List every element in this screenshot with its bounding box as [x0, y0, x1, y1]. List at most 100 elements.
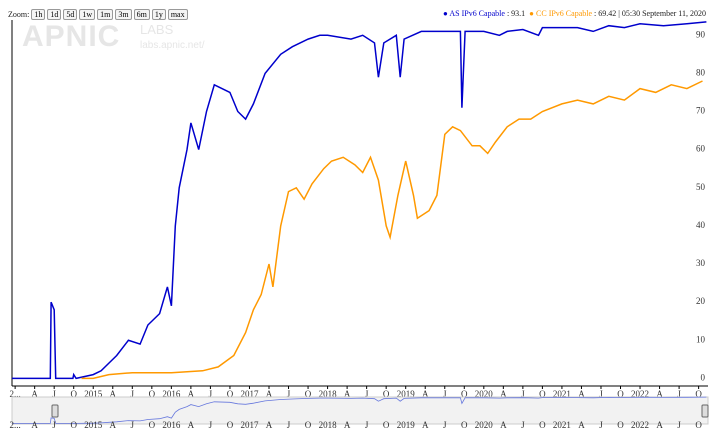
x-tick-label: O — [383, 389, 390, 399]
range-tick-label: 2019 — [397, 420, 416, 430]
range-tick-label: A — [344, 420, 351, 430]
x-tick-label: J — [677, 389, 681, 399]
y-tick-label: 50 — [696, 182, 706, 192]
y-tick-label: 90 — [696, 29, 706, 39]
range-tick-label: A — [578, 420, 585, 430]
x-tick-label: A — [656, 389, 663, 399]
range-tick-label: O — [461, 420, 468, 430]
x-tick-label: J — [365, 389, 369, 399]
y-tick-label: 80 — [696, 67, 706, 77]
zoom-bar: Zoom: 1h 1d 5d 1w 1m 3m 6m 1y max — [8, 9, 188, 20]
range-tick-label: J — [677, 420, 681, 430]
watermark-logo: APNIC — [22, 20, 121, 53]
x-tick-label: O — [617, 389, 624, 399]
x-tick-label: A — [110, 389, 117, 399]
range-tick-label: J — [599, 420, 603, 430]
zoom-button[interactable]: 1d — [47, 9, 62, 20]
y-tick-label: 0 — [701, 372, 706, 382]
legend-value: : 93.1 — [506, 9, 526, 18]
range-tick-label: O — [695, 420, 702, 430]
range-tick-label: O — [70, 420, 77, 430]
range-tick-label: 2015 — [84, 420, 103, 430]
range-line — [12, 396, 707, 424]
x-tick-label: A — [578, 389, 585, 399]
range-tick-label: A — [266, 420, 273, 430]
zoom-button[interactable]: 1w — [79, 9, 96, 20]
range-tick-label: A — [422, 420, 429, 430]
range-tick-label: A — [188, 420, 195, 430]
range-tick-label: J — [365, 420, 369, 430]
range-handle[interactable] — [51, 404, 59, 418]
x-tick-label: O — [70, 389, 77, 399]
x-tick-label: J — [599, 389, 603, 399]
legend-dot: ● — [442, 9, 448, 18]
x-tick-label: 2021 — [553, 389, 571, 399]
range-tick-label: A — [500, 420, 507, 430]
zoom-button[interactable]: 1h — [31, 9, 46, 20]
range-tick-label: O — [383, 420, 390, 430]
range-tick-label: O — [539, 420, 546, 430]
range-tick-label: A — [31, 420, 38, 430]
range-tick-label: O — [305, 420, 312, 430]
watermark-labs: LABS — [140, 22, 174, 37]
x-tick-label: O — [149, 389, 156, 399]
legend-dot: ● — [529, 9, 535, 18]
x-tick-label: A — [500, 389, 507, 399]
watermark-url: labs.apnic.net/ — [140, 40, 205, 51]
x-tick-label: J — [209, 389, 213, 399]
y-tick-label: 70 — [696, 106, 706, 116]
x-tick-label: 2... — [9, 389, 20, 399]
x-tick-label: O — [227, 389, 234, 399]
x-tick-label: A — [31, 389, 38, 399]
series-line — [81, 80, 703, 380]
zoom-button[interactable]: 1m — [97, 9, 114, 20]
legend-value: : 69.42 — [594, 9, 617, 18]
range-tick-label: A — [656, 420, 663, 430]
series-line — [12, 21, 707, 380]
x-tick-label: A — [188, 389, 195, 399]
range-tick-label: 2020 — [475, 420, 494, 430]
x-tick-label: 2017 — [240, 389, 259, 399]
zoom-button[interactable]: max — [167, 9, 188, 20]
range-selector — [11, 396, 709, 425]
legend-name: CC IPv6 Capable — [536, 9, 593, 18]
range-tick-label: O — [149, 420, 156, 430]
range-tick-label: J — [521, 420, 525, 430]
x-tick-label: 2022 — [631, 389, 649, 399]
zoom-button[interactable]: 6m — [133, 9, 150, 20]
x-tick-label: 2016 — [162, 389, 181, 399]
x-tick-label: J — [521, 389, 525, 399]
range-tick-label: O — [227, 420, 234, 430]
x-tick-label: A — [422, 389, 429, 399]
range-tick-label: A — [110, 420, 117, 430]
x-tick-label: A — [266, 389, 273, 399]
x-tick-label: J — [287, 389, 291, 399]
y-tick-label: 60 — [696, 144, 706, 154]
range-tick-label: J — [52, 420, 56, 430]
range-tick-label: O — [617, 420, 624, 430]
timestamp: | 05:30 September 11, 2020 — [618, 9, 706, 18]
zoom-button[interactable]: 5d — [63, 9, 78, 20]
zoom-button[interactable]: 3m — [115, 9, 132, 20]
range-handle[interactable] — [701, 404, 709, 418]
legend: ● AS IPv6 Capable : 93.1 ● CC IPv6 Capab… — [443, 9, 706, 18]
range-tick-label: 2021 — [553, 420, 571, 430]
range-tick-label: 2018 — [319, 420, 338, 430]
zoom-label: Zoom: — [8, 10, 30, 19]
x-tick-label: O — [695, 389, 702, 399]
x-tick-label: 2015 — [84, 389, 103, 399]
range-tick-label: 2022 — [631, 420, 649, 430]
range-tick-label: 2017 — [240, 420, 259, 430]
x-tick-label: J — [443, 389, 447, 399]
zoom-button[interactable]: 1y — [151, 9, 166, 20]
y-tick-label: 10 — [696, 334, 706, 344]
legend-name: AS IPv6 Capable — [449, 9, 505, 18]
x-tick-label: J — [52, 389, 56, 399]
range-tick-label: J — [287, 420, 291, 430]
range-tick-label: J — [209, 420, 213, 430]
y-tick-label: 20 — [696, 296, 706, 306]
y-tick-label: 40 — [696, 220, 706, 230]
range-tick-label: 2... — [9, 420, 20, 430]
